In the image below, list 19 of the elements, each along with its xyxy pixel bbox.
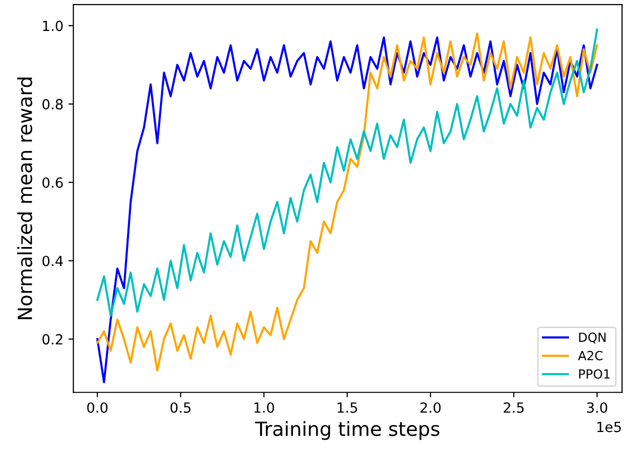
y-tick-label: 0.6 — [42, 177, 63, 188]
y-tick-label: 0.2 — [42, 334, 62, 345]
line-series — [96, 28, 598, 317]
x-tick-label: 1.5 — [338, 402, 358, 413]
x-tick-label: 2.5 — [504, 402, 524, 413]
x-tick-label: 0.0 — [87, 402, 108, 413]
y-tick-label: 1.0 — [43, 20, 63, 32]
x-tick-label: 2.0 — [420, 402, 441, 413]
y-tick-label: 0.4 — [42, 256, 63, 266]
legend-label: DQN — [579, 332, 606, 344]
x-tick-label: 3.0 — [587, 402, 608, 413]
legend-label: PPO1 — [579, 369, 610, 379]
x-axis-title: Training time steps — [255, 421, 440, 440]
x-tick-label: 0.5 — [170, 402, 190, 413]
legend-label: A2C — [578, 350, 602, 360]
text: 1e5 — [597, 422, 621, 432]
y-axis-title: Normalized mean reward — [17, 78, 32, 320]
x-tick-label: 1.0 — [254, 402, 274, 413]
y-tick-label: 0.8 — [42, 98, 63, 110]
